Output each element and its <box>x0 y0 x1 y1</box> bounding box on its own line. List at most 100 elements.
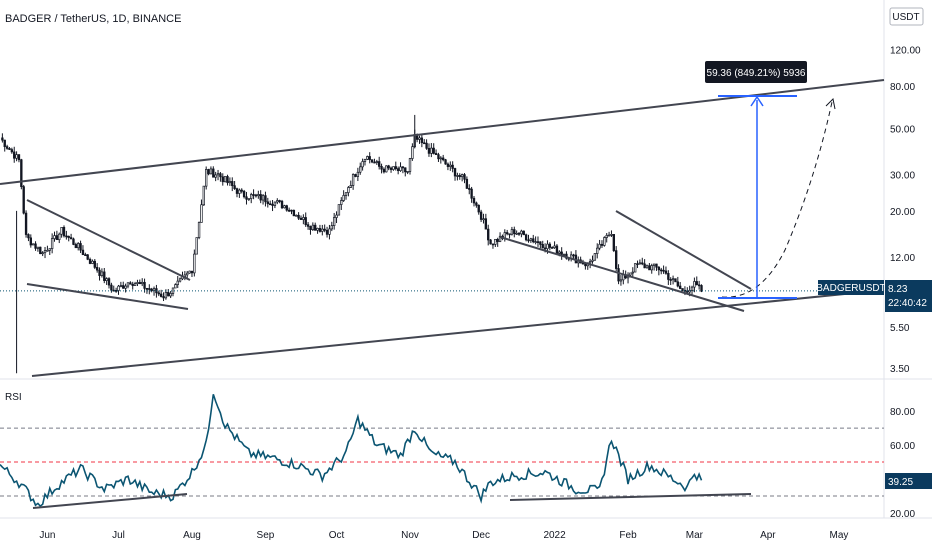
candle <box>631 267 634 277</box>
candle <box>347 185 350 197</box>
wedge2-upper-line[interactable] <box>615 210 752 290</box>
candle <box>643 259 646 269</box>
candle-body-up <box>238 189 241 194</box>
candle <box>354 173 357 178</box>
candle-body-down <box>517 232 521 235</box>
candle-body-up <box>105 278 108 281</box>
candle-body-down <box>231 181 234 187</box>
currency-button[interactable] <box>889 7 924 26</box>
candle-body-down <box>636 263 639 266</box>
price-tick-label: 30.00 <box>890 170 915 181</box>
candle <box>551 246 554 249</box>
candle <box>645 264 649 269</box>
candle-body-down <box>669 279 672 281</box>
candle-body-up <box>188 270 191 274</box>
candle <box>638 259 642 265</box>
channel-upper-line[interactable] <box>0 79 885 185</box>
candle <box>633 263 637 273</box>
wedge2-lower-line[interactable] <box>499 236 745 312</box>
candle <box>287 207 291 213</box>
candle-body-up <box>136 282 139 284</box>
candle-body-down <box>446 163 450 167</box>
candle <box>114 287 118 293</box>
candle-body-down <box>539 241 542 245</box>
candle <box>46 245 49 252</box>
time-axis[interactable]: Jun Jul Aug Sep Oct Nov Dec 2022 Feb Mar Apr May <box>39 530 848 541</box>
candle-body-down <box>524 234 528 241</box>
candle-body-up <box>273 201 277 206</box>
price-tag-countdown: 22:40:42 <box>888 298 927 309</box>
rsi-tick-label: 80.00 <box>890 407 915 418</box>
candle <box>456 172 459 181</box>
projection-path[interactable] <box>721 101 833 298</box>
candle-body-down <box>24 212 28 235</box>
candle-body-down <box>508 233 511 236</box>
candle <box>207 168 210 176</box>
candle <box>460 173 464 182</box>
candle <box>458 173 461 180</box>
wedge1-upper-line[interactable] <box>26 199 191 281</box>
candle-body-up <box>529 238 533 241</box>
currency-button-label: USDT <box>892 12 919 23</box>
candle-body-down <box>667 272 670 280</box>
candle-body-down <box>212 168 215 178</box>
candle-body-down <box>560 251 563 255</box>
time-tick-label: Jun <box>39 530 55 541</box>
measure-tool[interactable]: 59.36 (849.21%) 5936 <box>705 61 807 299</box>
candle-body-up <box>295 214 298 217</box>
candle <box>520 229 523 238</box>
candle-body-down <box>664 270 668 274</box>
candle <box>200 199 203 223</box>
candle-body-down <box>290 209 293 212</box>
candle <box>470 186 473 203</box>
candle <box>600 240 604 248</box>
candle <box>81 245 85 256</box>
candle <box>496 237 499 247</box>
drawing-trendlines[interactable] <box>0 79 885 377</box>
projection-arrow[interactable] <box>721 97 836 298</box>
candle-body-up <box>174 284 177 289</box>
candle <box>10 147 14 154</box>
candle <box>622 269 625 285</box>
candle <box>349 180 352 189</box>
candle-body-down <box>29 237 32 246</box>
rsi-divergence-line-2[interactable] <box>509 493 752 501</box>
candle <box>373 158 376 164</box>
candle <box>368 152 371 164</box>
candle <box>510 226 514 236</box>
candle <box>505 229 509 236</box>
candle <box>58 232 61 244</box>
price-axis[interactable]: 180.00120.0080.0050.0030.0020.0012.005.5… <box>890 9 921 375</box>
candle <box>212 166 215 178</box>
channel-lower-line[interactable] <box>31 289 885 377</box>
candle-body-up <box>439 157 442 160</box>
candle <box>351 173 355 190</box>
candle-body-down <box>674 278 677 283</box>
candle <box>574 250 578 264</box>
rsi-divergence-line-1[interactable] <box>32 493 188 509</box>
candle <box>264 191 267 207</box>
candle-body-up <box>133 283 137 286</box>
wedge1-lower-line[interactable] <box>26 283 189 310</box>
candle-body-up <box>494 238 497 245</box>
candle <box>328 224 331 240</box>
candle-body-down <box>55 235 59 241</box>
symbol-tag[interactable] <box>818 280 884 295</box>
candle-body-up <box>332 217 336 226</box>
candle-body-down <box>676 281 679 287</box>
price-tick-label: 120.00 <box>890 45 921 56</box>
candle <box>290 209 293 215</box>
candle-body-down <box>612 234 616 251</box>
candle-body-up <box>60 227 63 235</box>
candle <box>655 263 658 271</box>
rsi-line[interactable] <box>0 394 703 508</box>
candle-body-up <box>276 200 279 203</box>
candle-body-down <box>79 243 82 251</box>
candle-body-up <box>690 286 694 291</box>
candle-body-down <box>27 234 30 239</box>
candle <box>536 236 540 247</box>
candle-body-down <box>548 243 552 248</box>
